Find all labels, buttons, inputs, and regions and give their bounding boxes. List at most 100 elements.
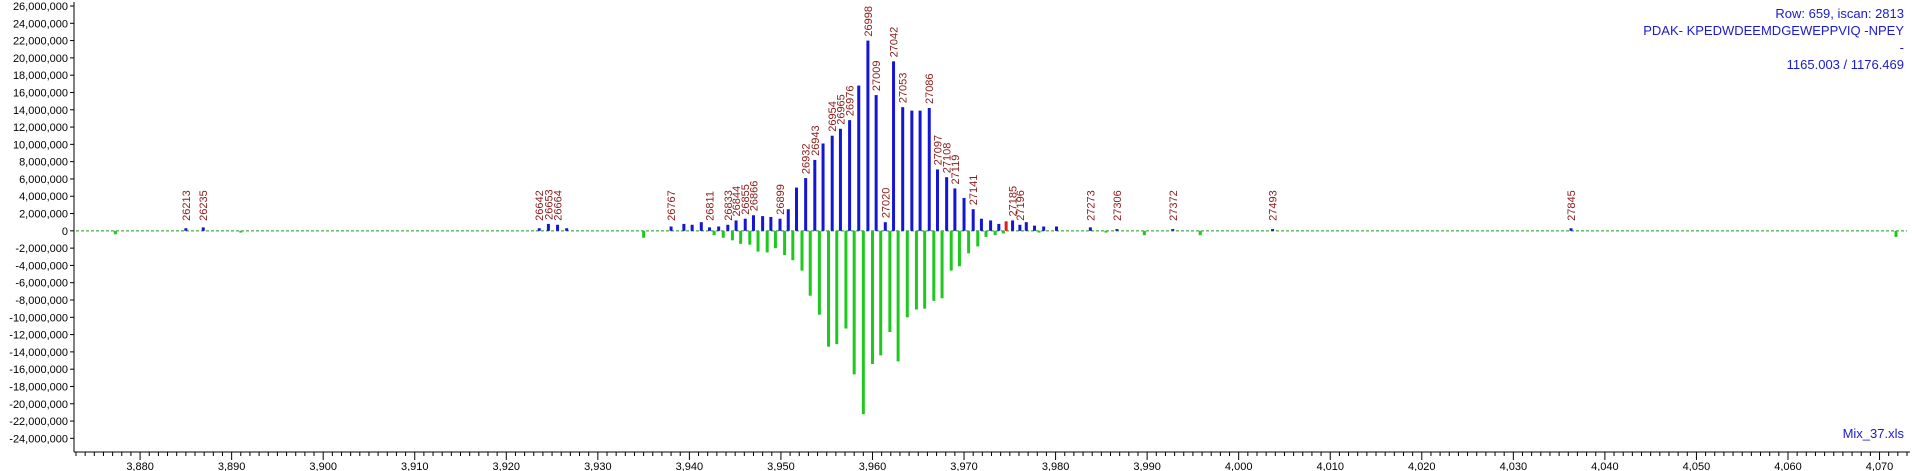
- observed-peak-bar: [962, 197, 966, 231]
- observed-peak-bar: [953, 188, 957, 231]
- x-axis: 3,880 3,890 3,900 3,910 3,920 3,930 3,940 3,950…: [74, 451, 1910, 471]
- observed-peak-bar: [690, 224, 694, 231]
- observed-peak-bar: [918, 110, 922, 231]
- peak-label: 26653: [543, 189, 555, 220]
- observed-peak-bar: [883, 222, 887, 231]
- observed-peak-bar: [786, 209, 790, 231]
- theoretical-peak-bar: [844, 230, 848, 329]
- peak-label: 26833: [723, 190, 735, 221]
- peak-label: 26899: [775, 184, 787, 215]
- theoretical-peak-bar: [712, 230, 716, 236]
- x-tick-label: 4,030: [1500, 461, 1528, 471]
- observed-peak-bar: [717, 226, 721, 231]
- theoretical-peak-bar: [896, 230, 900, 362]
- peak-label: 26855: [740, 184, 752, 215]
- theoretical-peak-bar: [817, 230, 821, 315]
- observed-peak-bar: [830, 135, 834, 231]
- theoretical-peak-bar: [730, 230, 734, 241]
- x-tick-label: 3,910: [401, 461, 429, 471]
- theoretical-peak-bar: [783, 230, 787, 256]
- y-tick-label: 20,000,000: [13, 53, 68, 65]
- y-tick-label: 16,000,000: [13, 87, 68, 99]
- y-tick-label: -10,000,000: [9, 312, 68, 324]
- observed-peak-bar: [1011, 220, 1015, 231]
- theoretical-peak-bar: [1894, 230, 1898, 237]
- observed-peak-bar: [669, 226, 673, 231]
- peak-label: 27086: [924, 73, 936, 104]
- peak-label: 27185: [1008, 186, 1020, 217]
- observed-peak-bar: [848, 120, 852, 231]
- observed-peak-bar: [1569, 228, 1573, 231]
- theoretical-peak-bar: [721, 230, 725, 238]
- row-scan-text: Row: 659, iscan: 2813: [1775, 6, 1904, 21]
- y-tick-label: -18,000,000: [9, 381, 68, 393]
- observed-peak-bar: [997, 223, 1001, 231]
- x-tick-label: 3,890: [218, 461, 246, 471]
- observed-peak-bar: [751, 215, 755, 231]
- theoretical-peak-bar: [932, 230, 936, 301]
- theoretical-peak-bar: [870, 230, 874, 364]
- theoretical-peak-bar: [748, 230, 752, 245]
- observed-peak-bar: [838, 128, 842, 231]
- theoretical-peak-bar: [949, 230, 953, 271]
- peak-label: 26235: [198, 190, 210, 221]
- observed-peak-bar: [945, 177, 949, 231]
- y-tick-label: -20,000,000: [9, 399, 68, 411]
- bars: [113, 40, 1898, 415]
- theoretical-peak-bar: [967, 230, 971, 254]
- peak-label: 26932: [801, 143, 813, 174]
- peak-label: 27119: [950, 155, 962, 185]
- peak-label: 27020: [880, 188, 892, 219]
- x-tick-label: 3,940: [676, 461, 704, 471]
- y-tick-label: 18,000,000: [13, 70, 68, 82]
- x-tick-label: 4,060: [1774, 461, 1802, 471]
- y-tick-label: -4,000,000: [15, 260, 68, 272]
- observed-peak-bar: [821, 143, 825, 231]
- theoretical-peak-bar: [739, 230, 743, 244]
- observed-peak-bar: [761, 216, 765, 231]
- y-tick-label: 12,000,000: [13, 122, 68, 134]
- observed-peak-bar: [201, 227, 205, 231]
- peak-label: 26642: [534, 190, 546, 221]
- observed-peak-bar: [1115, 229, 1119, 231]
- peak-label: 26998: [863, 6, 875, 37]
- y-tick-label: 8,000,000: [19, 157, 68, 169]
- peak-label: 26767: [666, 190, 678, 221]
- observed-peak-bar: [1042, 226, 1046, 231]
- peak-label: 26943: [810, 125, 822, 156]
- x-tick-label: 3,990: [1133, 461, 1161, 471]
- highlight-peak-bar: [1004, 221, 1008, 231]
- theoretical-peak-bar: [940, 230, 944, 299]
- observed-peak-bar: [1024, 222, 1028, 231]
- peak-label: 26866: [748, 181, 760, 212]
- y-tick-label: 26,000,000: [13, 1, 68, 13]
- peak-label: 27273: [1085, 190, 1097, 221]
- theoretical-peak-bar: [239, 230, 243, 233]
- theoretical-peak-bar: [756, 230, 760, 252]
- peak-label: 27042: [889, 27, 901, 58]
- peak-label: 26976: [845, 86, 857, 117]
- x-tick-label: 4,010: [1316, 461, 1344, 471]
- theoretical-peak-bar: [852, 230, 856, 375]
- observed-peak-bar: [989, 220, 993, 231]
- observed-peak-bar: [743, 218, 747, 231]
- peak-label: 27372: [1168, 190, 1180, 221]
- theoretical-peak-bar: [861, 230, 865, 415]
- observed-peak-bar: [971, 209, 975, 231]
- y-tick-label: -12,000,000: [9, 330, 68, 342]
- observed-peak-bar: [794, 187, 798, 231]
- peak-label: 26811: [705, 191, 717, 221]
- theoretical-peak-bar: [827, 230, 831, 347]
- theoretical-peak-bar: [808, 230, 812, 296]
- observed-peak-bar: [1055, 226, 1059, 231]
- peak-label: 26213: [181, 190, 193, 221]
- theoretical-peak-bar: [905, 230, 909, 318]
- x-tick-label: 3,930: [584, 461, 612, 471]
- y-tick-label: 24,000,000: [13, 18, 68, 30]
- observed-peak-bar: [1271, 229, 1275, 231]
- peak-label: 27141: [968, 175, 980, 206]
- theoretical-peak-bar: [113, 230, 117, 235]
- x-tick-label: 3,900: [309, 461, 337, 471]
- y-tick-label: 10,000,000: [13, 139, 68, 151]
